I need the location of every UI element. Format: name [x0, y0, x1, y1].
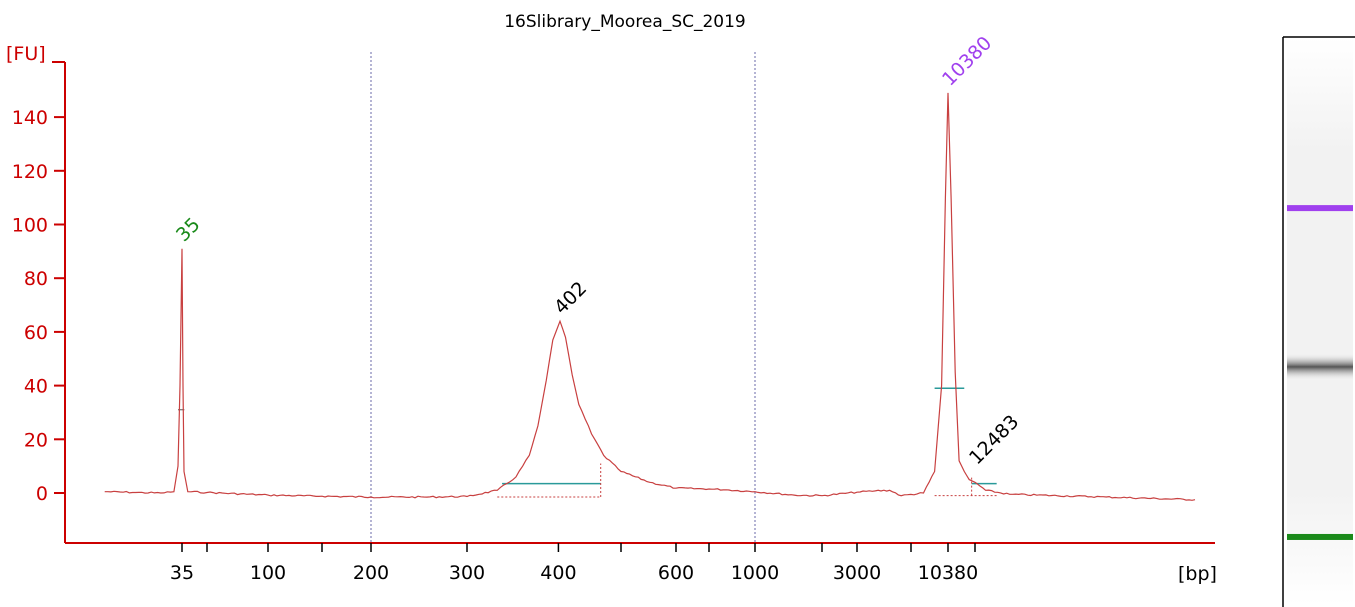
gel-lane-background	[1287, 38, 1353, 605]
electropherogram-trace	[104, 92, 1196, 501]
y-tick-label: 80	[24, 268, 48, 290]
x-tick-label: 300	[449, 562, 485, 584]
y-axis-unit-label: [FU]	[6, 43, 46, 65]
gel-band-lower-marker	[1287, 533, 1353, 540]
y-tick-label: 20	[24, 429, 48, 451]
x-tick-label: 1000	[731, 562, 779, 584]
x-tick-label: 35	[170, 562, 194, 584]
y-tick-label: 100	[12, 215, 48, 237]
peak-label-10380: 10380	[938, 32, 996, 90]
vertical-gridlines	[370, 52, 756, 543]
x-tick-label: 10380	[918, 562, 978, 584]
peak-baselines	[177, 387, 997, 498]
x-tick-label: 200	[353, 562, 389, 584]
x-axis-unit-label: [bp]	[1178, 563, 1217, 585]
x-tick-label: 600	[658, 562, 694, 584]
chart-title: 16Slibrary_Moorea_SC_2019	[504, 12, 746, 32]
x-axis: 35 100 200 300 400 600 1000 3000 10380	[65, 542, 1215, 584]
peak-label-402: 402	[550, 277, 591, 318]
x-tick-label: 3000	[833, 562, 881, 584]
gel-band-sample	[1287, 352, 1353, 381]
gel-lane-image	[1282, 36, 1355, 607]
gel-band-upper-marker	[1287, 205, 1353, 212]
x-tick-label: 100	[250, 562, 286, 584]
trace-line	[104, 92, 1196, 501]
y-tick-label: 40	[24, 376, 48, 398]
y-tick-label: 0	[36, 483, 48, 505]
peak-label-35: 35	[172, 214, 205, 247]
y-tick-label: 60	[24, 322, 48, 344]
y-tick-label: 120	[12, 161, 48, 183]
peak-label-12483: 12483	[965, 411, 1023, 469]
y-axis: 0 20 40 60 80 100 120 140	[12, 61, 66, 543]
x-tick-label: 400	[540, 562, 576, 584]
peak-labels: 35 402 10380 12483	[172, 32, 1023, 469]
y-tick-label: 140	[12, 107, 48, 129]
